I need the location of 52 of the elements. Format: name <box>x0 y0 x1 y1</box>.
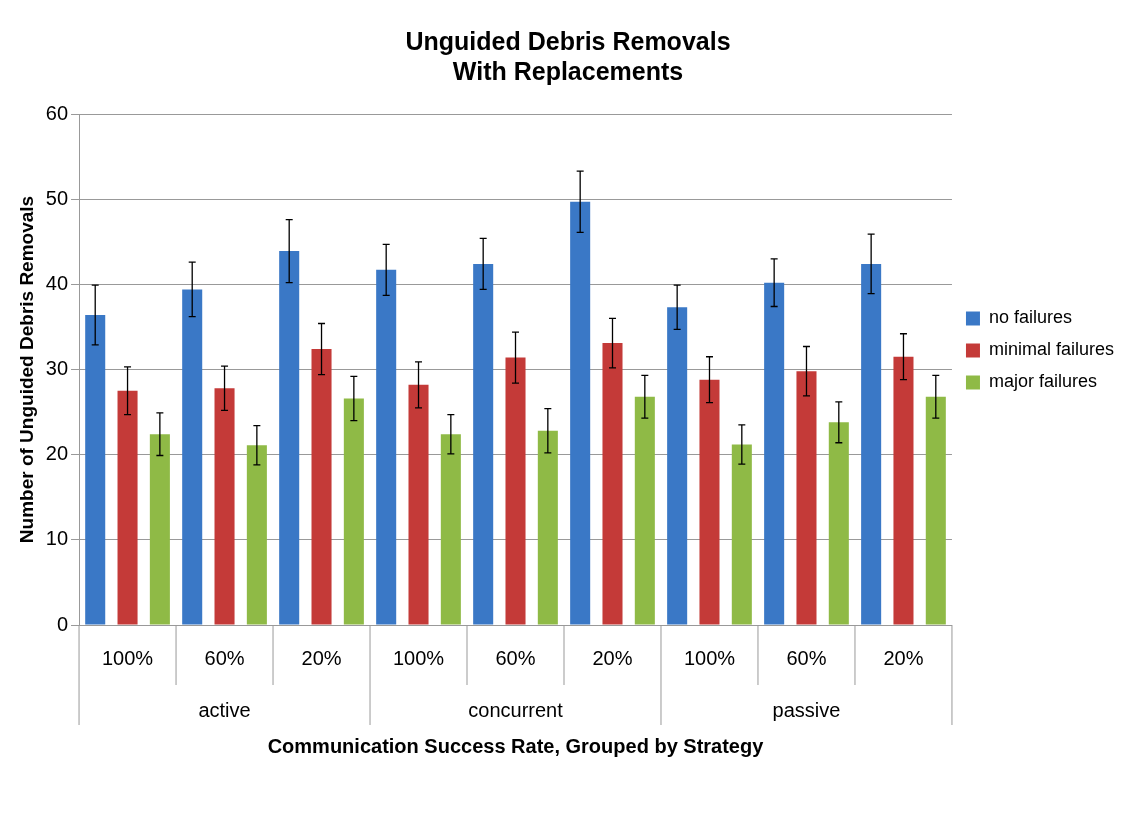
bar <box>505 357 526 625</box>
bar <box>149 434 170 625</box>
bar <box>699 379 720 625</box>
bar <box>85 314 106 625</box>
bar <box>343 398 364 625</box>
bar <box>828 422 849 625</box>
x-tick-label: 20% <box>883 646 924 669</box>
x-tick-label: 20% <box>301 646 342 669</box>
bar <box>214 388 235 625</box>
y-tick-label: 50 <box>45 186 69 209</box>
text: passive <box>772 698 841 721</box>
y-tick-label: 40 <box>45 271 69 294</box>
bar <box>634 396 655 625</box>
bar <box>246 445 267 625</box>
bar <box>440 434 461 625</box>
bar <box>182 289 203 625</box>
bar <box>537 430 558 625</box>
text: concurrent <box>468 698 564 721</box>
legend-label: no failures <box>988 307 1073 328</box>
y-axis-title: Number of Unguided Debris Removals <box>15 195 37 544</box>
x-tick-label: 60% <box>495 646 536 669</box>
x-tick-label: 100% <box>101 646 154 669</box>
legend-label: major failures <box>988 371 1098 392</box>
x-tick-label: 100% <box>392 646 445 669</box>
bar <box>602 343 623 625</box>
bar <box>279 251 300 625</box>
text: active <box>198 698 251 721</box>
y-tick-label: 10 <box>45 527 69 550</box>
x-tick-label: 60% <box>204 646 245 669</box>
chart-title: Unguided Debris Removals With Replacements <box>405 26 731 85</box>
x-tick-label: 100% <box>683 646 736 669</box>
bar <box>473 263 494 625</box>
y-tick-label: 30 <box>45 357 69 380</box>
bar <box>117 390 138 625</box>
y-tick-label: 20 <box>45 442 69 465</box>
bar <box>376 269 397 625</box>
bar <box>925 396 946 625</box>
legend-label: minimal failures <box>988 339 1115 360</box>
bar <box>731 444 752 625</box>
x-tick-label: 20% <box>592 646 633 669</box>
bar <box>667 307 688 625</box>
y-tick-label: 60 <box>45 101 69 124</box>
y-tick-label: 0 <box>56 612 69 635</box>
bar <box>861 263 882 625</box>
x-tick-label: 60% <box>786 646 827 669</box>
bar <box>570 201 591 625</box>
bar <box>796 371 817 625</box>
bar <box>764 282 785 625</box>
bar <box>893 356 914 625</box>
bar <box>408 384 429 625</box>
x-axis-title: Communication Success Rate, Grouped by Strategy <box>267 734 765 757</box>
bar <box>311 349 332 625</box>
